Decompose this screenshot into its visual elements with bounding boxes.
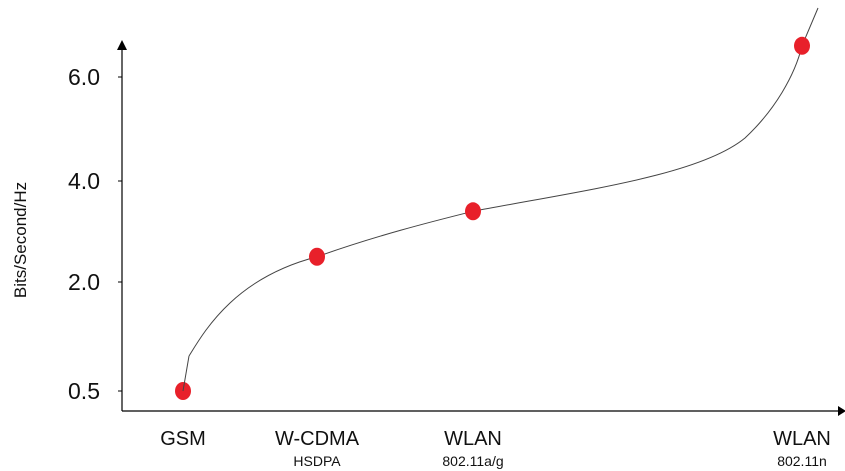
series-curve [188,7,819,357]
x-category-sublabel: 802.11a/g [442,453,503,469]
series-curve-start [182,355,190,392]
y-axis-title: Bits/Second/Hz [11,182,30,298]
x-category-label: WLAN [444,428,502,450]
category-labels: GSM W-CDMA HSDPA WLAN 802.11a/g WLAN 802.11n [160,428,831,469]
data-point [465,202,481,221]
y-tick-label: 2.0 [68,269,100,295]
x-category-sublabel: 802.11n [777,453,827,469]
y-tick-label: 6.0 [68,64,100,90]
x-category-label: W-CDMA [275,428,360,450]
x-axis-arrow-icon [838,406,845,416]
data-point [309,247,325,266]
y-ticks: 6.0 4.0 2.0 0.5 [68,64,122,404]
x-category-sublabel: HSDPA [293,453,341,469]
data-points [175,36,810,400]
y-tick-label: 4.0 [68,168,100,194]
y-axis-arrow-icon [117,40,127,50]
x-category-label: WLAN [773,428,831,450]
data-point [794,36,810,55]
x-category-label: GSM [160,428,206,450]
y-tick-label: 0.5 [68,378,100,404]
axes [117,40,845,416]
